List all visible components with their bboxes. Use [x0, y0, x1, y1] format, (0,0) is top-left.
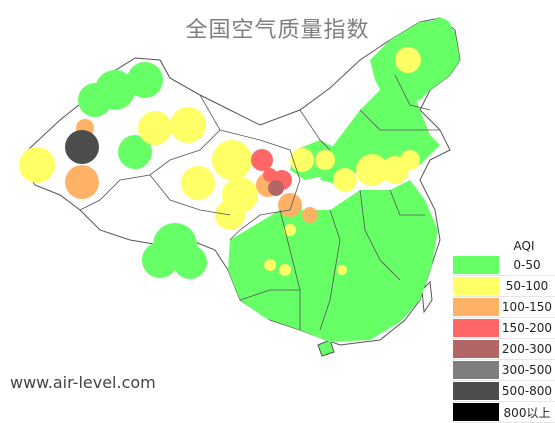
aqi-legend: AQI 0-50 50-100 100-150 150-200 200-300 300-5… [453, 238, 555, 423]
legend-swatch [453, 277, 499, 295]
legend-row: 200-300 [453, 339, 555, 360]
legend-label: 800以上 [503, 405, 551, 420]
map-title: 全国空气质量指数 [185, 18, 370, 43]
china-aqi-map [19, 17, 461, 357]
legend-swatch [453, 256, 499, 274]
legend-row: 800以上 [453, 402, 555, 423]
legend-row: 100-150 [453, 297, 555, 318]
legend-row: 50-100 [453, 276, 555, 297]
legend-label: 100-150 [501, 300, 553, 314]
legend-label: 300-500 [501, 363, 553, 377]
legend-swatch [453, 340, 499, 358]
legend-swatch [453, 298, 499, 316]
site-watermark: www.air-level.com [10, 373, 156, 392]
legend-label: 0-50 [513, 258, 541, 272]
legend-swatch [453, 403, 499, 421]
province-borders [79, 59, 440, 331]
legend-swatch [453, 361, 499, 379]
aqi-yellow-zones [19, 47, 421, 276]
taiwan-outline [421, 280, 433, 314]
aqi-darkgrey-zones [65, 130, 99, 164]
legend-swatch [453, 382, 499, 400]
legend-title: AQI [513, 239, 535, 253]
legend-label: 50-100 [505, 279, 549, 293]
legend-label: 200-300 [501, 342, 553, 356]
legend-label: 500-800 [501, 384, 553, 398]
legend-row: 300-500 [453, 360, 555, 381]
legend-row: 0-50 [453, 255, 555, 276]
legend-row: 500-800 [453, 381, 555, 402]
hainan-outline [317, 339, 335, 357]
legend-row: 150-200 [453, 318, 555, 339]
legend-label: 150-200 [501, 321, 553, 335]
aqi-brown-zones [268, 180, 284, 196]
legend-swatch [453, 319, 499, 337]
